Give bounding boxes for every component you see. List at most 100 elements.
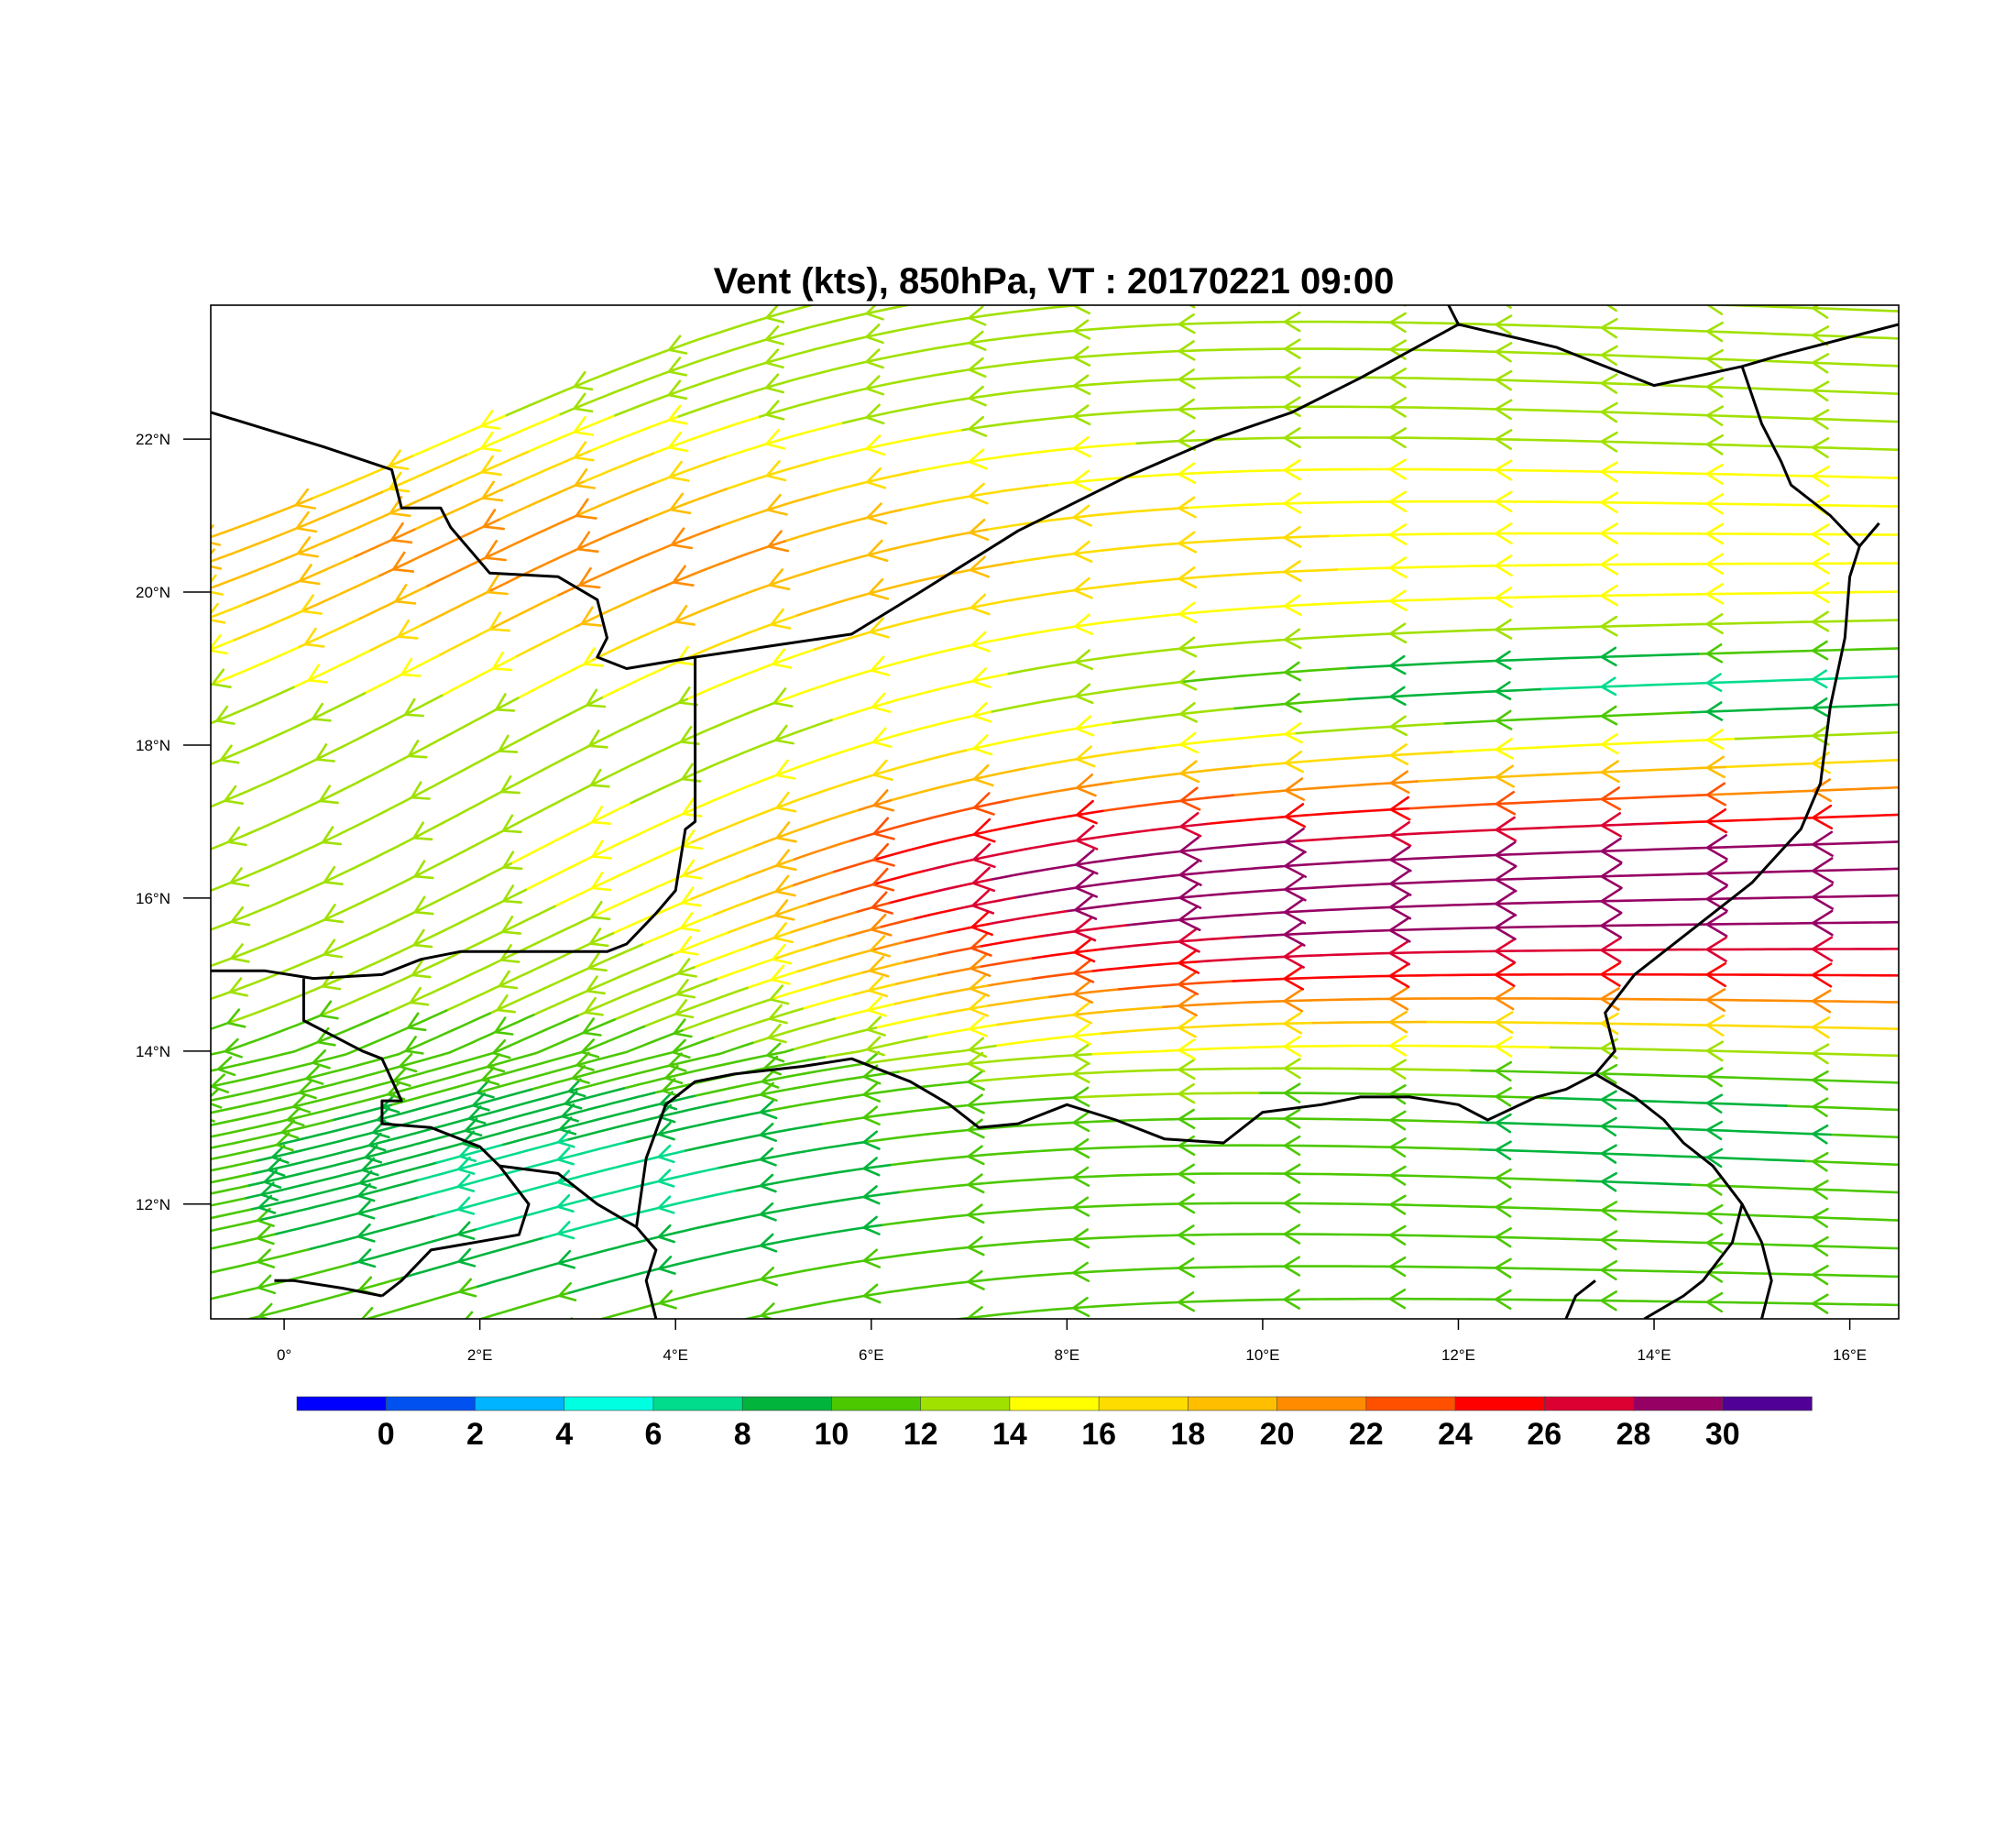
- streamline-arrow-icon: [1283, 1163, 1301, 1184]
- streamline-arrow-icon: [461, 1130, 479, 1149]
- streamline-segment: [211, 683, 214, 686]
- colorbar-label: 8: [734, 1417, 751, 1452]
- streamline-arrow-icon: [1178, 1082, 1196, 1104]
- streamline-segment: [400, 1236, 543, 1279]
- streamline-arrow-icon: [260, 1181, 279, 1202]
- streamline-arrow-icon: [583, 647, 605, 667]
- streamline-arrow-icon: [580, 606, 603, 627]
- streamline-arrow-icon: [298, 564, 321, 586]
- streamline-arrow-icon: [362, 1343, 378, 1360]
- streamline-arrow-icon: [868, 975, 889, 998]
- streamline-arrow-icon: [971, 667, 992, 688]
- streamline-segment: [211, 686, 295, 725]
- colorbar-label: 26: [1527, 1417, 1561, 1452]
- streamline-arrow-icon: [682, 859, 703, 880]
- streamline-arrow-icon: [1918, 413, 1934, 432]
- streamline-arrow-icon: [773, 899, 795, 921]
- streamline-segment: [889, 767, 1027, 802]
- streamline-arrow-icon: [678, 686, 698, 707]
- streamline-arrow-icon: [307, 664, 328, 684]
- streamline-arrow-icon: [1495, 1227, 1512, 1248]
- streamline-segment: [801, 993, 854, 1010]
- streamline-arrow-icon: [1388, 1224, 1407, 1246]
- streamline-segment: [310, 455, 414, 500]
- streamline-arrow-icon: [1388, 397, 1407, 418]
- streamline-segment: [1110, 707, 1234, 725]
- streamline-arrow-icon: [969, 518, 990, 542]
- streamline-arrow-icon: [1600, 345, 1618, 367]
- streamline-segment: [419, 590, 489, 627]
- streamline-arrow-icon: [1811, 553, 1830, 575]
- streamline-arrow-icon: [1389, 845, 1412, 873]
- streamline-segment: [211, 1208, 252, 1220]
- streamline-arrow-icon: [576, 531, 599, 554]
- streamline-segment: [1159, 997, 1899, 1009]
- streamline-arrow-icon: [1283, 628, 1302, 650]
- streamline-arrow-icon: [1811, 1043, 1830, 1065]
- streamline-arrow-icon: [967, 1145, 985, 1166]
- streamline-arrow-icon: [865, 324, 884, 345]
- streamline-arrow-icon: [1388, 1010, 1408, 1034]
- streamline-segment: [477, 1291, 569, 1319]
- streamline-arrow-icon: [971, 889, 995, 915]
- streamline-arrow-icon: [1919, 802, 1937, 825]
- streamline-segment: [575, 482, 655, 518]
- streamline-arrow-icon: [1705, 643, 1723, 664]
- streamline-arrow-icon: [229, 867, 250, 887]
- streamline-arrow-icon: [1705, 729, 1725, 751]
- streamline-arrow-icon: [135, 978, 151, 995]
- streamline-arrow-icon: [323, 865, 344, 885]
- streamline-segment: [725, 459, 818, 490]
- streamline-arrow-icon: [664, 1064, 684, 1085]
- streamline-arrow-icon: [267, 1157, 286, 1177]
- streamline-arrow-icon: [1705, 961, 1727, 988]
- streamline-arrow-icon: [312, 1049, 331, 1070]
- colorbar-bin: [1633, 1396, 1724, 1411]
- streamline-arrow-icon: [775, 821, 797, 843]
- streamline-arrow-icon: [871, 842, 895, 867]
- streamline-arrow-icon: [1388, 1059, 1407, 1080]
- streamline-arrow-icon: [587, 730, 608, 749]
- streamline-segment: [590, 623, 669, 662]
- streamline-segment: [565, 1100, 729, 1142]
- streamline-arrow-icon: [1705, 1262, 1724, 1283]
- streamline-arrow-icon: [864, 1322, 880, 1339]
- streamline-arrow-icon: [862, 1185, 881, 1205]
- streamline-arrow-icon: [765, 305, 785, 324]
- streamline-arrow-icon: [672, 1038, 691, 1059]
- streamline-arrow-icon: [1178, 883, 1202, 909]
- latitude-axis: 12°N 14°N 16°N 18°N 20°N 22°N: [136, 431, 211, 1213]
- streamline-arrow-icon: [871, 891, 893, 915]
- streamline-arrow-icon: [1918, 498, 1934, 517]
- streamline-segment: [612, 305, 1899, 418]
- streamline-segment: [211, 1018, 616, 1138]
- streamline-arrow-icon: [677, 958, 697, 978]
- streamline-segment: [1249, 751, 1454, 768]
- streamline-arrow-icon: [1918, 1213, 1933, 1231]
- streamline-arrow-icon: [867, 539, 889, 563]
- streamline-arrow-icon: [1283, 459, 1301, 481]
- streamline-arrow-icon: [1494, 554, 1513, 576]
- streamline-segment: [641, 914, 714, 946]
- streamline-arrow-icon: [1073, 613, 1093, 635]
- colorbar-label: 18: [1170, 1417, 1205, 1452]
- streamline-segment: [763, 1332, 2007, 1394]
- colorbar-label: 0: [378, 1417, 395, 1452]
- streamline-segment: [652, 456, 728, 485]
- streamline-arrow-icon: [870, 655, 891, 676]
- streamline-arrow-icon: [1705, 583, 1725, 605]
- streamline-arrow-icon: [1600, 1230, 1618, 1251]
- streamline-arrow-icon: [1600, 705, 1618, 726]
- streamline-arrow-icon: [764, 325, 784, 346]
- streamline-segment: [1424, 1020, 1899, 1030]
- streamline-arrow-icon: [1707, 1323, 1722, 1342]
- streamline-arrow-icon: [496, 993, 516, 1014]
- streamline-arrow-icon: [1072, 959, 1095, 983]
- streamline-segment: [1732, 730, 1899, 741]
- streamline-arrow-icon: [1705, 755, 1726, 779]
- streamline-arrow-icon: [230, 943, 250, 963]
- streamline-arrow-icon: [1284, 1324, 1298, 1343]
- streamline-segment: [869, 940, 905, 952]
- streamline-arrow-icon: [1600, 1201, 1618, 1221]
- streamline-segment: [1256, 1092, 1550, 1100]
